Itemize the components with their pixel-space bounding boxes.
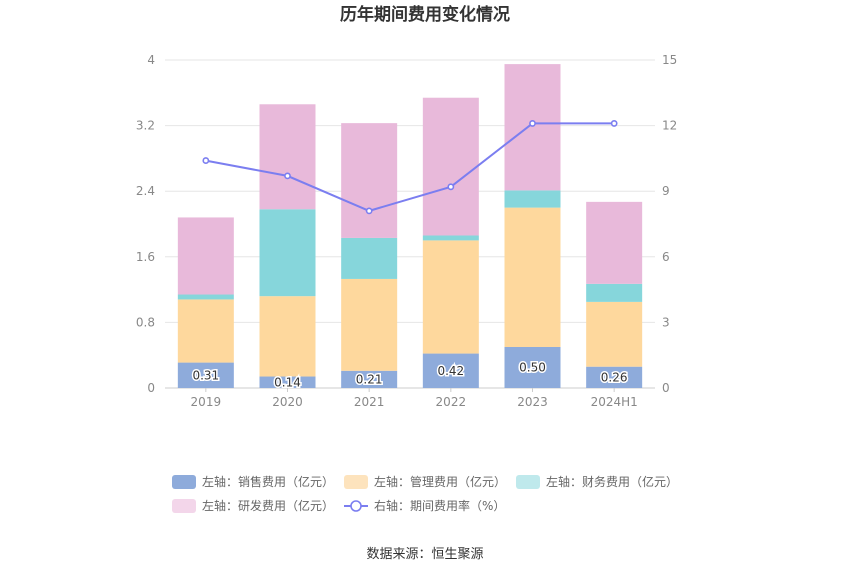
legend-label: 左轴：销售费用（亿元） — [202, 474, 334, 489]
x-tick-label: 2022 — [436, 395, 467, 409]
bar-value-label: 0.21 — [356, 372, 383, 386]
bar-segment — [177, 217, 234, 295]
x-tick-label: 2024H1 — [591, 395, 638, 409]
bar-value-label: 0.50 — [519, 361, 546, 375]
right-tick-label: 0 — [662, 381, 670, 395]
bar-segment — [259, 296, 316, 377]
legend-label: 左轴：财务费用（亿元） — [546, 474, 678, 489]
bar-segment — [177, 294, 234, 300]
bar-segment — [504, 64, 561, 191]
line-series — [202, 120, 618, 215]
line-point — [529, 120, 536, 127]
data-labels: 0.31 0.14 0.21 0.42 0.50 0.26 — [191, 359, 629, 391]
legend-swatch — [172, 499, 196, 513]
x-tick-label: 2023 — [517, 395, 548, 409]
bar-segment — [341, 370, 398, 388]
x-axis-ticks: 2019 2020 2021 2022 2023 2024H1 — [191, 388, 638, 409]
left-tick-label: 0.8 — [136, 315, 155, 329]
bar-segment — [341, 123, 398, 238]
grid-lines — [165, 59, 655, 389]
right-axis-ticks: 0 3 6 9 12 15 — [662, 53, 677, 395]
bar-segment — [177, 362, 234, 388]
bar-segment — [259, 104, 316, 210]
bar-value-label: 0.14 — [274, 375, 301, 389]
bar-segment — [586, 201, 643, 284]
bar-segment — [177, 299, 234, 363]
left-tick-label: 4 — [147, 53, 155, 67]
legend-label: 左轴：研发费用（亿元） — [202, 498, 334, 513]
legend-swatch — [516, 475, 540, 489]
x-tick-label: 2021 — [354, 395, 385, 409]
right-tick-label: 12 — [662, 119, 677, 133]
legend-line-dot — [350, 500, 362, 512]
left-tick-label: 3.2 — [136, 119, 155, 133]
left-axis-ticks: 0 0.8 1.6 2.4 3.2 4 — [136, 53, 155, 395]
bar-segment — [504, 347, 561, 388]
bar-segment — [504, 190, 561, 208]
bar-segment — [341, 278, 398, 371]
line-point — [284, 172, 291, 180]
bar-segment — [259, 376, 316, 388]
bar-segment — [422, 353, 479, 388]
line-point — [610, 120, 618, 127]
right-tick-label: 9 — [662, 184, 670, 198]
line-point — [202, 157, 210, 164]
bar-segment — [504, 207, 561, 347]
legend-label: 右轴：期间费用率（%） — [374, 498, 505, 513]
legend-label: 左轴：管理费用（亿元） — [374, 474, 506, 489]
left-tick-label: 2.4 — [136, 184, 155, 198]
bar-segment — [586, 301, 643, 367]
bar-segment — [422, 97, 479, 236]
bar-segment — [422, 235, 479, 241]
right-tick-label: 15 — [662, 53, 677, 67]
bar-segment — [586, 283, 643, 302]
left-tick-label: 1.6 — [136, 250, 155, 264]
source-note: 数据来源：恒生聚源 — [366, 547, 483, 562]
bar-value-label: 0.42 — [437, 364, 464, 378]
bar-segment — [422, 240, 479, 354]
bar-value-label: 0.26 — [601, 370, 628, 384]
line-point — [447, 183, 455, 191]
legend: 左轴：销售费用（亿元） 左轴：管理费用（亿元） 左轴：财务费用（亿元） 左轴：研发费用… — [172, 474, 678, 513]
legend-swatch — [344, 475, 368, 489]
x-tick-label: 2020 — [272, 395, 303, 409]
bar-segment — [259, 209, 316, 297]
bar-series — [177, 64, 643, 388]
chart-title: 历年期间费用变化情况 — [340, 4, 510, 25]
line-point — [365, 207, 373, 215]
bar-segment — [586, 366, 643, 388]
right-tick-label: 6 — [662, 250, 670, 264]
x-tick-label: 2019 — [191, 395, 222, 409]
right-tick-label: 3 — [662, 315, 670, 329]
line-path — [205, 122, 615, 212]
legend-swatch — [172, 475, 196, 489]
bar-value-label: 0.31 — [192, 368, 219, 382]
left-tick-label: 0 — [147, 381, 155, 395]
bar-segment — [341, 237, 398, 279]
